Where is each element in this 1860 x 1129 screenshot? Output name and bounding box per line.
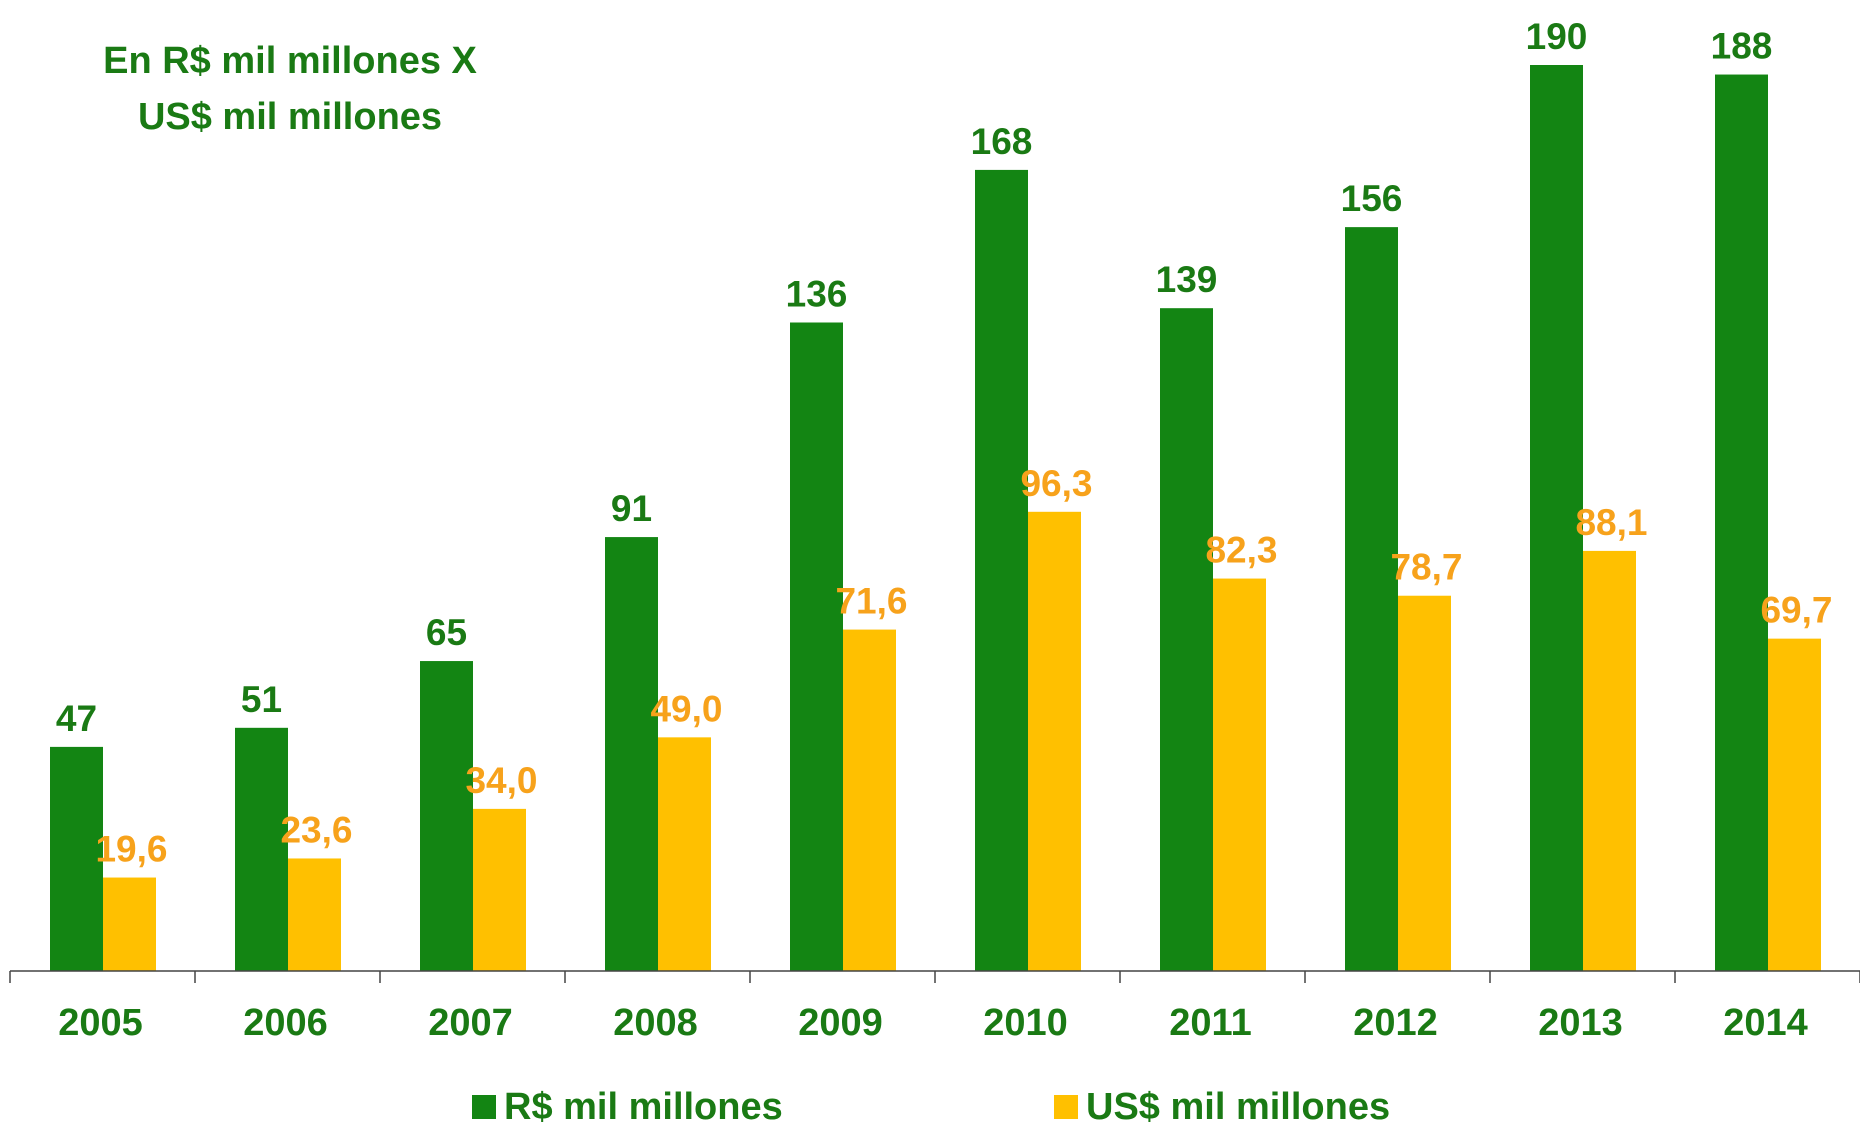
series-us-data-labels: 19,6 23,6 34,0 49,0 71,6 96,3 82,3 78,7 88,1 69,7 xyxy=(95,463,1832,870)
bar-us-2013 xyxy=(1583,550,1636,971)
data-label-r-2008: 91 xyxy=(611,488,652,529)
x-axis: 2005 2006 2007 2008 2009 2010 2011 2012 2013 2014 xyxy=(9,970,1860,1044)
x-tick-label-2007: 2007 xyxy=(428,1002,513,1044)
bar-us-2014 xyxy=(1768,638,1821,971)
data-label-r-2012: 156 xyxy=(1341,178,1403,219)
series-r-data-labels: 47 51 65 91 136 168 139 156 190 188 xyxy=(56,16,1772,739)
x-tick-label-2011: 2011 xyxy=(1169,1002,1251,1044)
data-label-r-2010: 168 xyxy=(971,121,1033,162)
legend-item-r: R$ mil millones xyxy=(472,1085,783,1129)
bar-us-2012 xyxy=(1398,595,1451,971)
bar-us-2005 xyxy=(103,877,156,971)
x-tick-label-2013: 2013 xyxy=(1538,1002,1623,1044)
bar-r-2009 xyxy=(790,322,843,971)
legend-swatch-yellow xyxy=(1054,1095,1078,1119)
legend-item-us: US$ mil millones xyxy=(1054,1085,1390,1129)
data-label-r-2006: 51 xyxy=(241,679,282,720)
x-tick-label-2012: 2012 xyxy=(1353,1002,1438,1044)
bar-us-2008 xyxy=(658,737,711,971)
legend-label-us: US$ mil millones xyxy=(1086,1085,1391,1128)
data-label-us-2012: 78,7 xyxy=(1390,547,1462,588)
data-label-us-2005: 19,6 xyxy=(95,829,167,870)
data-label-us-2008: 49,0 xyxy=(650,688,722,729)
bar-r-2006 xyxy=(235,727,288,971)
data-label-us-2010: 96,3 xyxy=(1020,463,1092,504)
data-label-r-2005: 47 xyxy=(56,698,97,739)
x-tick-label-2014: 2014 xyxy=(1723,1002,1808,1044)
data-label-us-2007: 34,0 xyxy=(465,760,537,801)
bar-r-2010 xyxy=(975,169,1028,971)
data-label-us-2009: 71,6 xyxy=(835,581,907,622)
bar-us-2011 xyxy=(1213,578,1266,971)
series-r-bars xyxy=(50,65,1768,972)
data-label-r-2011: 139 xyxy=(1156,259,1218,300)
data-label-r-2013: 190 xyxy=(1526,16,1588,57)
data-label-r-2007: 65 xyxy=(426,612,467,653)
bar-r-2005 xyxy=(50,746,103,971)
data-label-us-2006: 23,6 xyxy=(280,809,352,850)
data-label-us-2011: 82,3 xyxy=(1205,530,1277,571)
bar-r-2008 xyxy=(605,537,658,971)
bar-us-2006 xyxy=(288,858,341,971)
data-label-r-2009: 136 xyxy=(786,273,848,314)
bar-r-2013 xyxy=(1530,65,1583,971)
x-tick-label-2008: 2008 xyxy=(613,1002,698,1044)
data-label-us-2013: 88,1 xyxy=(1575,502,1647,543)
series-us-bars xyxy=(103,511,1821,971)
bar-r-2012 xyxy=(1345,227,1398,971)
bar-r-2007 xyxy=(420,661,473,971)
x-tick-label-2009: 2009 xyxy=(798,1002,883,1044)
chart-title: En R$ mil millones X xyxy=(103,40,477,82)
chart-subtitle: US$ mil millones xyxy=(137,96,443,138)
bar-us-2007 xyxy=(473,808,526,971)
x-tick-label-2006: 2006 xyxy=(243,1002,328,1044)
bar-us-2009 xyxy=(843,629,896,971)
data-label-r-2014: 188 xyxy=(1711,26,1773,67)
bar-us-2010 xyxy=(1028,511,1081,971)
legend-label-r: R$ mil millones xyxy=(504,1085,783,1128)
bar-r-2011 xyxy=(1160,308,1213,972)
data-label-us-2014: 69,7 xyxy=(1760,590,1832,631)
x-tick-label-2010: 2010 xyxy=(983,1002,1068,1044)
legend-swatch-green xyxy=(472,1095,496,1119)
bar-r-2014 xyxy=(1715,74,1768,971)
x-tick-label-2005: 2005 xyxy=(58,1002,143,1044)
